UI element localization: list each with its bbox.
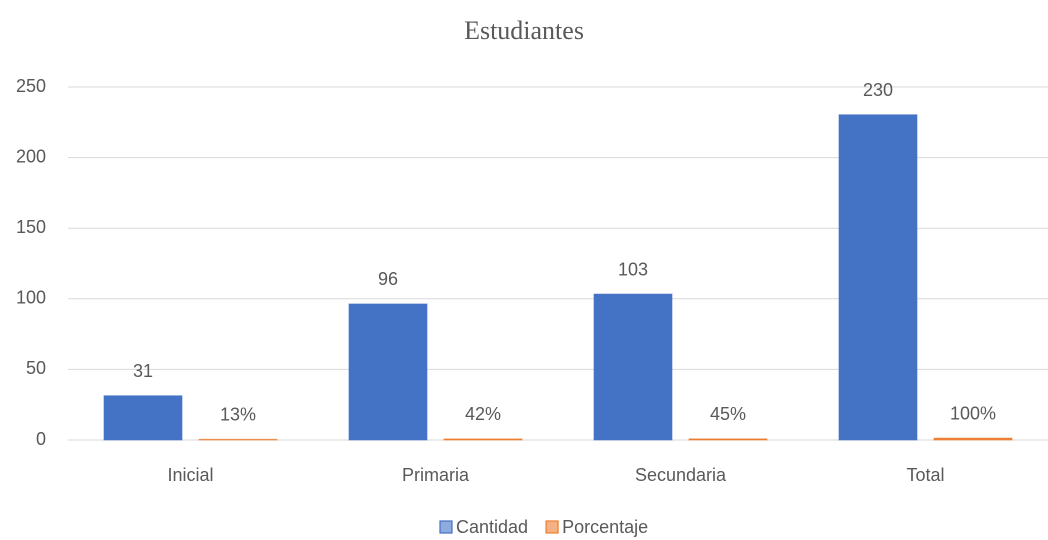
legend-label: Porcentaje: [562, 517, 648, 537]
data-label: 42%: [465, 404, 501, 424]
bar: [838, 114, 918, 441]
legend-swatch: [439, 520, 453, 534]
chart-title: Estudiantes: [464, 16, 584, 45]
data-label: 31: [133, 361, 153, 381]
y-tick-label: 250: [16, 76, 46, 96]
bar: [688, 438, 768, 441]
y-tick-label: 200: [16, 146, 46, 166]
data-label: 13%: [220, 405, 256, 425]
data-label: 100%: [950, 403, 996, 423]
bar: [593, 293, 673, 441]
y-tick-label: 150: [16, 217, 46, 237]
bar: [198, 438, 278, 441]
x-tick-label: Inicial: [167, 465, 213, 485]
data-label: 45%: [710, 404, 746, 424]
x-tick-label: Total: [906, 465, 944, 485]
x-tick-label: Primaria: [402, 465, 470, 485]
legend-swatch: [545, 520, 559, 534]
data-label: 103: [618, 259, 648, 279]
bar: [933, 437, 1013, 441]
y-tick-label: 0: [36, 429, 46, 449]
x-tick-label: Secundaria: [635, 465, 727, 485]
y-tick-label: 100: [16, 288, 46, 308]
legend-label: Cantidad: [456, 517, 528, 537]
y-tick-label: 50: [26, 358, 46, 378]
data-label: 230: [863, 80, 893, 100]
bar: [443, 438, 523, 441]
bar: [348, 303, 428, 441]
data-label: 96: [378, 269, 398, 289]
bar: [103, 395, 183, 441]
